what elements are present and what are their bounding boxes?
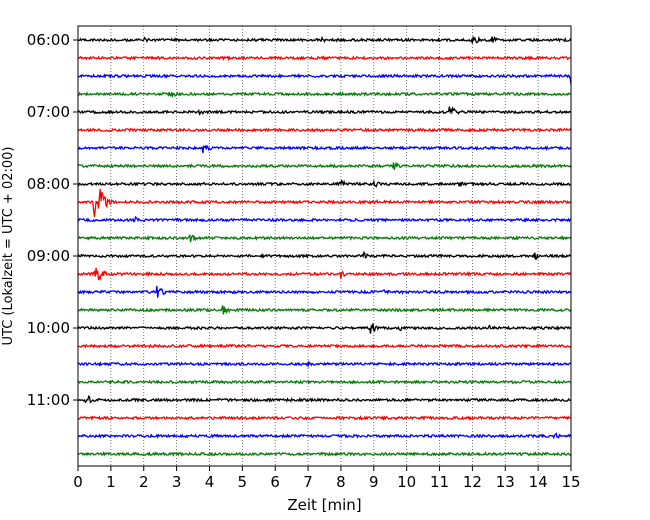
trace-07:15 xyxy=(77,127,572,133)
x-tick-label: 12 xyxy=(463,473,482,491)
trace-11:15 xyxy=(77,415,572,422)
x-tick-label: 7 xyxy=(303,473,313,491)
x-tick-label: 9 xyxy=(369,473,379,491)
x-tick-label: 2 xyxy=(139,473,149,491)
x-tick-label: 11 xyxy=(430,473,449,491)
plot-area xyxy=(78,26,571,466)
plot-frame xyxy=(77,25,572,467)
trace-07:00 xyxy=(77,106,572,116)
y-axis-label: UTC (Lokalzeit = UTC + 02:00) xyxy=(1,147,16,346)
trace-07:30 xyxy=(77,144,572,154)
trace-06:45 xyxy=(77,91,572,99)
x-tick-label: 15 xyxy=(561,473,580,491)
trace-07:45 xyxy=(77,161,572,171)
trace-09:45 xyxy=(77,305,572,315)
trace-09:00 xyxy=(77,250,572,260)
seismogram-traces xyxy=(77,35,572,457)
trace-09:30 xyxy=(77,285,572,298)
x-tick-label: 6 xyxy=(270,473,280,491)
x-tick-label: 4 xyxy=(205,473,215,491)
x-axis-ticks: 0 1 2 3 4 5 6 7 8 9 10 11 12 13 14 15 xyxy=(73,466,581,491)
trace-11:00 xyxy=(77,395,572,404)
trace-11:45 xyxy=(77,451,572,457)
y-tick-label: 10:00 xyxy=(27,319,70,337)
x-axis-label: Zeit [min] xyxy=(287,496,361,514)
x-tick-label: 1 xyxy=(106,473,116,491)
y-tick-label: 07:00 xyxy=(27,103,70,121)
trace-10:00 xyxy=(77,323,572,334)
y-tick-label: 09:00 xyxy=(27,247,70,265)
x-tick-label: 13 xyxy=(496,473,515,491)
x-tick-label: 8 xyxy=(336,473,346,491)
x-tick-label: 5 xyxy=(238,473,248,491)
grid-lines xyxy=(110,26,539,466)
trace-10:15 xyxy=(77,342,572,349)
trace-06:15 xyxy=(77,55,572,62)
trace-08:45 xyxy=(77,234,572,243)
y-tick-label: 11:00 xyxy=(27,391,70,409)
trace-06:00 xyxy=(77,35,572,44)
y-tick-label: 06:00 xyxy=(27,31,70,49)
x-tick-label: 0 xyxy=(73,473,83,491)
x-tick-label: 10 xyxy=(397,473,416,491)
x-tick-label: 14 xyxy=(529,473,548,491)
trace-08:30 xyxy=(77,215,572,223)
y-axis-ticks: 06:00 07:00 08:00 09:00 10:00 11:00 xyxy=(27,31,78,409)
trace-10:30 xyxy=(77,360,572,369)
trace-06:30 xyxy=(77,73,572,85)
trace-09:15 xyxy=(77,267,572,281)
trace-11:30 xyxy=(77,432,572,440)
x-tick-label: 3 xyxy=(172,473,182,491)
trace-10:45 xyxy=(77,379,572,385)
y-tick-label: 08:00 xyxy=(27,175,70,193)
trace-08:00 xyxy=(77,179,572,188)
trace-08:15 xyxy=(77,188,572,217)
